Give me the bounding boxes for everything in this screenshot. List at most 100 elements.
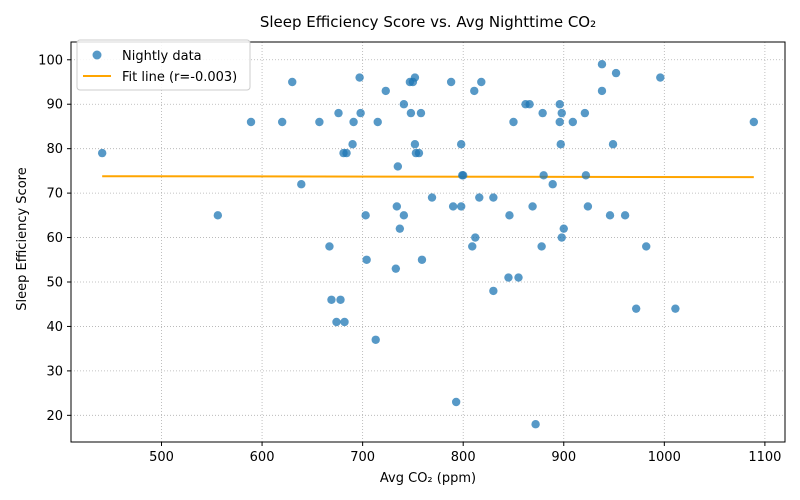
data-point <box>528 202 537 211</box>
data-point <box>297 180 306 189</box>
data-point <box>356 108 365 118</box>
x-axis-label: Avg CO₂ (ppm) <box>380 471 476 486</box>
x-tick-label: 900 <box>551 450 576 465</box>
data-point <box>416 108 426 118</box>
data-point <box>392 202 402 211</box>
data-point <box>393 162 403 171</box>
data-point <box>608 140 618 149</box>
data-point <box>448 202 458 211</box>
legend-label-scatter: Nightly data <box>122 49 202 64</box>
data-point <box>97 148 107 158</box>
data-point <box>332 317 341 327</box>
data-point <box>555 117 564 127</box>
data-point <box>489 286 498 296</box>
data-point <box>427 193 437 202</box>
data-point <box>327 295 336 304</box>
data-point <box>381 86 390 96</box>
data-point <box>417 255 427 264</box>
data-point <box>631 304 641 313</box>
legend-box <box>76 39 251 91</box>
data-point <box>581 171 591 180</box>
fit-line <box>102 175 754 179</box>
legend: Nightly data Fit line (r=-0.003) <box>76 39 251 91</box>
data-points <box>97 60 759 429</box>
data-point <box>391 264 401 273</box>
data-point <box>277 117 287 127</box>
data-point <box>555 100 564 109</box>
data-point <box>315 117 324 127</box>
data-point <box>559 224 568 233</box>
data-point <box>325 242 334 251</box>
data-point <box>477 77 486 87</box>
legend-label-fit-line: Fit line (r=-0.003) <box>122 70 237 85</box>
data-point <box>395 224 405 233</box>
data-point <box>475 193 484 202</box>
x-axis-ticks: 500 600 700 800 900 1000 1100 <box>149 442 781 465</box>
data-point <box>557 108 566 118</box>
chart-title: Sleep Efficiency Score vs. Avg Nighttime… <box>260 13 596 31</box>
data-point <box>642 242 651 251</box>
data-point <box>509 117 518 127</box>
data-point <box>446 77 456 87</box>
x-tick-label: 1100 <box>748 450 781 465</box>
data-point <box>336 295 345 304</box>
data-point <box>288 77 297 87</box>
data-point <box>362 255 371 264</box>
data-point <box>410 73 420 82</box>
data-point <box>580 108 590 118</box>
data-point <box>246 117 256 127</box>
data-point <box>749 117 759 127</box>
legend-marker-scatter <box>92 50 102 60</box>
y-tick-label: 20 <box>46 409 63 424</box>
data-point <box>557 233 566 242</box>
data-point <box>399 100 409 109</box>
grid-lines <box>71 42 785 442</box>
y-tick-label: 80 <box>46 142 63 157</box>
data-point <box>458 171 468 180</box>
y-tick-label: 100 <box>38 53 63 68</box>
data-point <box>568 117 578 127</box>
y-tick-label: 50 <box>46 276 63 291</box>
x-tick-label: 1000 <box>648 450 681 465</box>
data-point <box>531 420 540 429</box>
data-point <box>470 86 479 96</box>
data-point <box>671 304 680 313</box>
data-point <box>538 108 547 118</box>
data-point <box>334 108 343 118</box>
data-point <box>373 117 382 127</box>
plot-frame <box>70 41 786 443</box>
data-point <box>456 202 466 211</box>
data-point <box>597 60 607 69</box>
data-point <box>456 140 466 149</box>
y-tick-label: 90 <box>46 98 63 113</box>
data-point <box>406 108 416 118</box>
data-point <box>468 242 477 251</box>
x-tick-label: 500 <box>149 450 174 465</box>
x-tick-label: 700 <box>350 450 375 465</box>
data-point <box>514 273 523 282</box>
data-point <box>340 317 349 327</box>
y-tick-label: 40 <box>46 320 63 335</box>
data-point <box>451 397 461 407</box>
data-point <box>597 86 607 96</box>
y-tick-label: 30 <box>46 364 63 379</box>
data-point <box>361 211 370 220</box>
y-tick-label: 60 <box>46 231 63 246</box>
data-point <box>556 140 565 149</box>
data-point <box>489 193 498 202</box>
data-point <box>399 211 409 220</box>
data-point <box>537 242 546 251</box>
data-point <box>213 211 223 220</box>
data-point <box>348 140 357 149</box>
x-tick-label: 600 <box>250 450 275 465</box>
data-point <box>656 73 665 82</box>
data-point <box>539 171 548 180</box>
data-point <box>504 273 513 282</box>
data-point <box>414 148 424 158</box>
fit-line-layer <box>102 175 754 179</box>
data-point <box>583 202 593 211</box>
data-point <box>355 73 364 82</box>
y-tick-label: 70 <box>46 187 63 202</box>
